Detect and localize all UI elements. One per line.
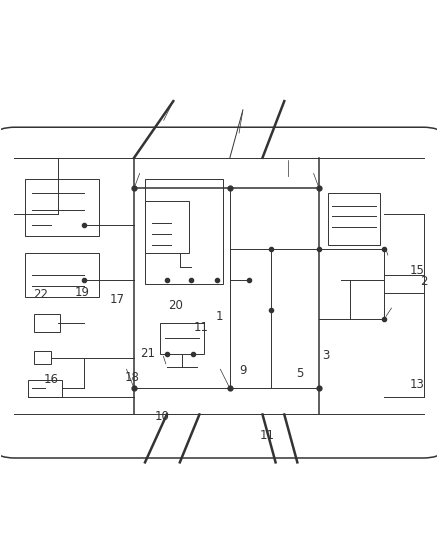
Text: 21: 21 bbox=[140, 347, 155, 360]
Bar bbox=[34, 314, 60, 332]
Bar bbox=[28, 379, 62, 397]
Text: 3: 3 bbox=[322, 349, 329, 362]
Text: 20: 20 bbox=[168, 299, 183, 312]
Text: 2: 2 bbox=[420, 275, 427, 288]
Text: 16: 16 bbox=[44, 373, 59, 386]
Text: 18: 18 bbox=[124, 371, 139, 384]
Text: 17: 17 bbox=[109, 293, 124, 305]
Bar bbox=[34, 351, 51, 365]
Bar bbox=[145, 201, 188, 254]
Text: 15: 15 bbox=[410, 264, 424, 277]
Text: 10: 10 bbox=[155, 410, 170, 423]
Text: 13: 13 bbox=[410, 377, 424, 391]
Bar bbox=[25, 180, 99, 236]
Text: 19: 19 bbox=[74, 286, 89, 299]
Text: 11: 11 bbox=[259, 429, 274, 442]
Text: 5: 5 bbox=[296, 367, 303, 379]
Text: 11: 11 bbox=[194, 321, 209, 334]
Bar bbox=[25, 254, 99, 297]
Text: 1: 1 bbox=[215, 310, 223, 323]
Bar bbox=[160, 323, 204, 353]
FancyBboxPatch shape bbox=[0, 127, 438, 458]
Text: 22: 22 bbox=[33, 288, 48, 301]
Bar bbox=[328, 192, 380, 245]
Bar bbox=[145, 180, 223, 284]
Text: 9: 9 bbox=[239, 365, 247, 377]
